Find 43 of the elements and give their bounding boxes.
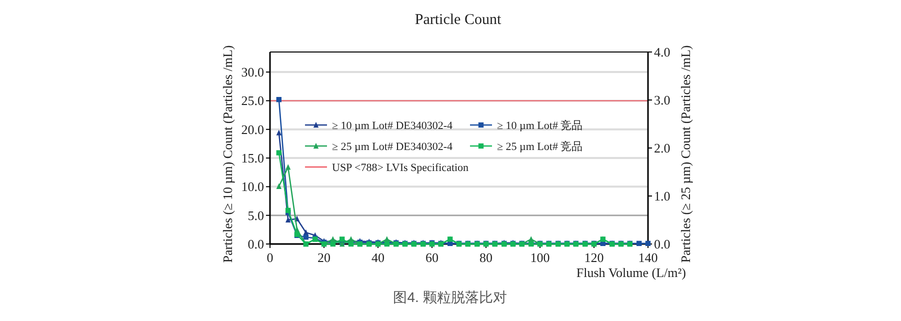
caption: 图4. 颗粒脱落比对	[393, 289, 507, 305]
x-tick-label: 0	[266, 250, 274, 265]
point	[276, 183, 282, 189]
point	[285, 164, 291, 170]
x-tick-label: 140	[638, 250, 658, 265]
y2-tick-label: 4.0	[654, 44, 670, 60]
y-tick-label: 5.0	[248, 208, 264, 223]
y-tick-label: 10.0	[241, 179, 264, 194]
y-tick-label: 30.0	[241, 64, 264, 80]
legend-label: USP <788> LVIs Specification	[332, 162, 470, 174]
point	[348, 236, 354, 242]
point	[330, 236, 336, 242]
x-axis-title: Flush Volume (L/m²)	[576, 265, 686, 280]
point	[303, 234, 309, 240]
y-axis-title: Particles (≥ 10 µm) Count (Particles /mL)	[220, 45, 235, 263]
x-tick-label: 60	[426, 250, 438, 265]
y2-tick-label: 0.0	[654, 236, 670, 252]
legend-label: ≥ 10 µm Lot# 竞品	[497, 119, 583, 132]
y2-tick-label: 2.0	[654, 140, 670, 156]
point	[276, 96, 282, 102]
y2-axis-title: Particles (≥ 25 µm) Count (Particles /mL)	[678, 45, 693, 263]
legend-label: ≥ 10 µm Lot# DE340302-4	[332, 120, 454, 132]
y-tick-label: 0.0	[248, 236, 264, 252]
y-tick-label: 20.0	[241, 122, 264, 137]
point	[285, 208, 291, 213]
point	[276, 130, 282, 136]
legend-label: ≥ 25 µm Lot# DE340302-4	[332, 141, 454, 153]
legend-label: ≥ 25 µm Lot# 竞品	[497, 140, 583, 153]
chart-title: Particle Count	[414, 12, 502, 28]
x-tick-label: 40	[372, 250, 384, 265]
x-tick-label: 80	[480, 250, 492, 265]
y-tick-label: 15.0	[241, 150, 264, 166]
point	[285, 216, 291, 223]
x-tick-label: 120	[584, 250, 604, 265]
point	[276, 150, 282, 156]
x-tick-label: 20	[318, 250, 330, 265]
x-tick-label: 100	[530, 250, 550, 265]
y2-tick-label: 3.0	[654, 92, 670, 108]
point	[384, 236, 390, 242]
point	[636, 240, 642, 246]
y-tick-label: 25.0	[241, 93, 264, 108]
point	[528, 236, 534, 242]
y2-tick-label: 1.0	[654, 188, 670, 204]
